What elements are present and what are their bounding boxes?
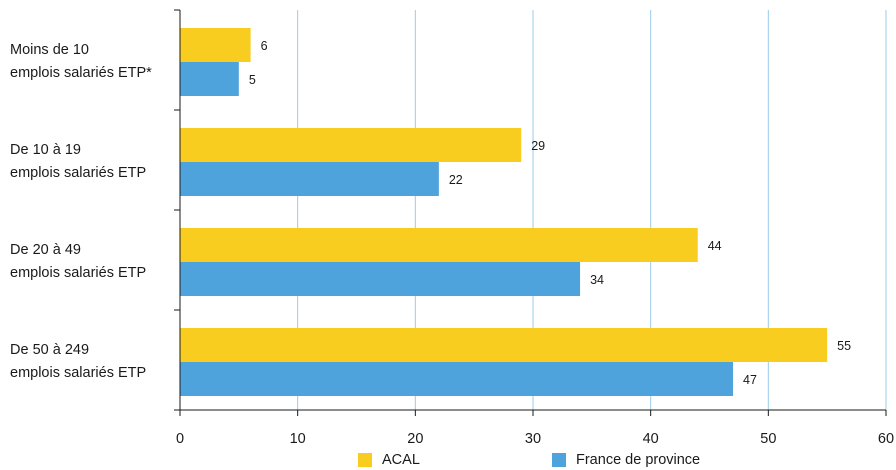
data-label-france-de-province-3: 47 <box>743 373 757 387</box>
x-tick-label-0: 0 <box>176 431 184 447</box>
category-label-1: De 10 à 19 emplois salariés ETP <box>10 139 146 185</box>
legend-label-france-de-province: France de province <box>576 452 701 468</box>
data-label-france-de-province-0: 5 <box>249 73 256 87</box>
category-label-line: De 20 à 49 <box>10 242 81 258</box>
bar-france-de-province-2 <box>180 262 581 296</box>
category-label-line: De 10 à 19 <box>10 142 81 158</box>
x-tick-label-10: 10 <box>290 431 306 447</box>
x-tick-label-40: 40 <box>643 431 659 447</box>
data-label-france-de-province-1: 22 <box>449 173 463 187</box>
category-label-line: De 50 à 249 <box>10 342 90 358</box>
bar-acal-1 <box>180 128 522 162</box>
x-tick-label-50: 50 <box>760 431 776 447</box>
category-label-2: De 20 à 49 emplois salariés ETP <box>10 239 146 285</box>
data-label-acal-0: 6 <box>261 39 268 53</box>
category-label-line: emplois salariés ETP <box>10 365 147 381</box>
legend-item-france-de-province: France de province <box>552 450 700 470</box>
category-label-line: emplois salariés ETP <box>10 165 147 181</box>
data-label-france-de-province-2: 34 <box>590 273 604 287</box>
legend-swatch-acal <box>358 453 372 467</box>
legend-label-acal: ACAL <box>382 452 420 468</box>
category-label-3: De 50 à 249 emplois salariés ETP <box>10 339 146 385</box>
bar-france-de-province-1 <box>180 162 439 196</box>
category-label-line: Moins de 10 <box>10 42 89 58</box>
data-label-acal-3: 55 <box>837 339 851 353</box>
legend-swatch-france-de-province <box>552 453 566 467</box>
category-label-0: Moins de 10 emplois salariés ETP* <box>10 39 152 85</box>
x-tick-label-60: 60 <box>878 431 894 447</box>
x-tick-label-20: 20 <box>407 431 423 447</box>
bar-france-de-province-3 <box>180 362 734 396</box>
category-label-line: emplois salariés ETP <box>10 265 147 281</box>
bar-acal-3 <box>180 328 828 362</box>
bar-france-de-province-0 <box>180 62 239 96</box>
category-label-line: emplois salariés ETP* <box>10 65 152 81</box>
data-label-acal-1: 29 <box>531 139 545 153</box>
x-tick-label-30: 30 <box>525 431 541 447</box>
bar-acal-2 <box>180 228 698 262</box>
data-label-acal-2: 44 <box>708 239 722 253</box>
bar-acal-0 <box>180 28 251 62</box>
legend-item-acal: ACAL <box>358 450 420 470</box>
